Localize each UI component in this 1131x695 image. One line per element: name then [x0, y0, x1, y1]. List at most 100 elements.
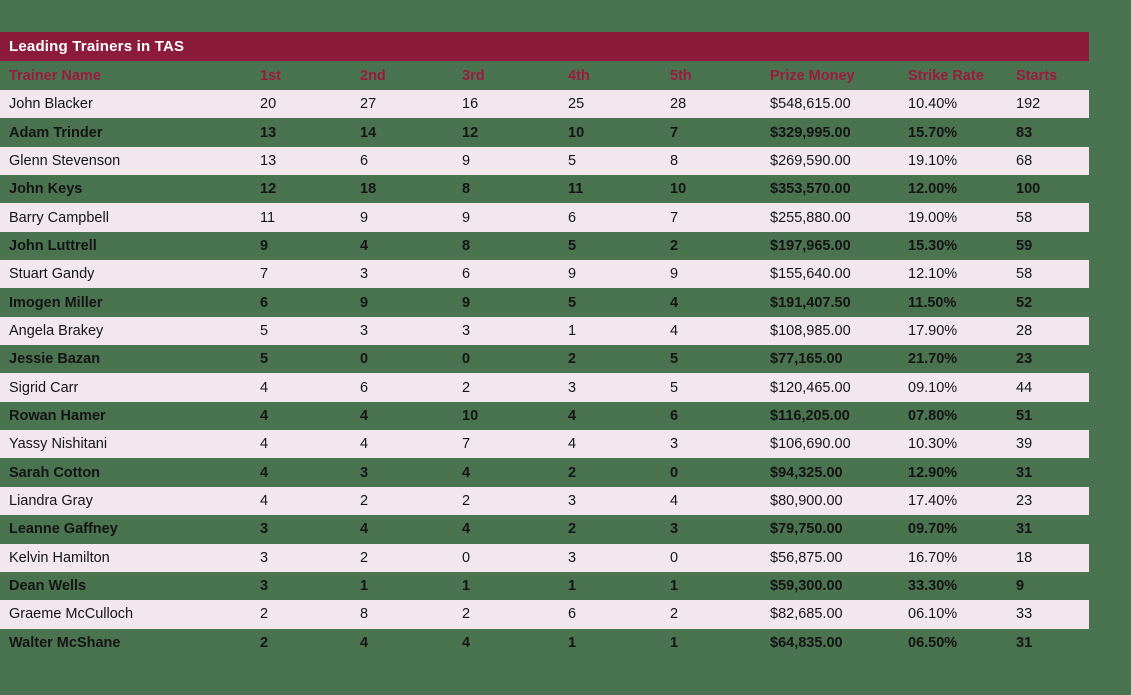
- strike-rate-cell: 17.90%: [908, 316, 1016, 346]
- trainer-name-cell: Imogen Miller: [9, 294, 103, 311]
- cell-1st: 3: [260, 543, 360, 572]
- cell-4th: 4: [568, 430, 670, 459]
- cell-5th: 4: [670, 294, 679, 311]
- cell-2nd: 3: [360, 316, 462, 346]
- prize-money-cell: $269,590.00: [770, 146, 908, 176]
- cell-1st: 13: [260, 146, 360, 176]
- column-header-strike-rate: Strike Rate: [908, 67, 984, 84]
- trainer-name-cell: Angela Brakey: [0, 316, 260, 346]
- trainer-name-cell: Sigrid Carr: [0, 373, 260, 402]
- cell-5th: 5: [670, 351, 679, 368]
- cell-3rd: 9: [462, 146, 568, 176]
- strike-rate-cell: 19.10%: [908, 146, 1016, 176]
- column-header-1st: 1st: [260, 67, 281, 84]
- prize-money-cell: $255,880.00: [770, 203, 908, 232]
- cell-5th: 10: [670, 181, 687, 198]
- cell-1st: 3: [260, 578, 269, 595]
- cell-2nd: 4: [360, 521, 369, 538]
- column-header-trainer-name: Trainer Name: [9, 67, 101, 84]
- cell-4th: 5: [568, 146, 670, 176]
- prize-money-cell: $155,640.00: [770, 260, 908, 289]
- cell-5th: 7: [670, 203, 770, 232]
- cell-3rd: 2: [462, 373, 568, 402]
- prize-money-cell: $120,465.00: [770, 373, 908, 402]
- cell-1st: 4: [260, 486, 360, 516]
- trainers-table: Trainer Name 1st 2nd 3rd 4th 5th Prize M…: [0, 61, 1089, 657]
- table-row: Imogen Miller 6 9 9 5 4 $191,407.50 11.50% 52: [0, 288, 1089, 316]
- title-bar: Leading Trainers in TAS: [0, 32, 1089, 61]
- cell-4th: 2: [568, 351, 577, 368]
- trainer-name-cell: Graeme McCulloch: [0, 600, 260, 629]
- table-row: John Keys 12 18 8 11 10 $353,570.00 12.00% 100: [0, 175, 1089, 203]
- table-row: Sigrid Carr 4 6 2 3 5 $120,465.00 09.10% 44: [0, 373, 1089, 402]
- starts-cell: 100: [1016, 181, 1041, 198]
- starts-cell: 31: [1016, 464, 1033, 481]
- cell-2nd: 4: [360, 237, 369, 254]
- cell-1st: 6: [260, 294, 269, 311]
- trainer-name-cell: Yassy Nishitani: [0, 430, 260, 459]
- cell-2nd: 8: [360, 600, 462, 629]
- table-row: Dean Wells 3 1 1 1 1 $59,300.00 33.30% 9: [0, 572, 1089, 600]
- prize-money-cell: $353,570.00: [770, 181, 851, 198]
- cell-5th: 8: [670, 146, 770, 176]
- trainer-name-cell: Leanne Gaffney: [9, 521, 118, 538]
- cell-5th: 3: [670, 430, 770, 459]
- cell-1st: 2: [260, 600, 360, 629]
- prize-money-cell: $106,690.00: [770, 430, 908, 459]
- cell-3rd: 7: [462, 430, 568, 459]
- cell-3rd: 12: [462, 124, 479, 141]
- cell-3rd: 4: [462, 464, 471, 481]
- cell-2nd: 4: [360, 430, 462, 459]
- cell-2nd: 4: [360, 634, 369, 651]
- trainer-name-cell: John Keys: [9, 181, 83, 198]
- prize-money-cell: $108,985.00: [770, 316, 908, 346]
- cell-3rd: 4: [462, 634, 471, 651]
- cell-2nd: 3: [360, 464, 369, 481]
- prize-money-cell: $56,875.00: [770, 543, 908, 572]
- trainer-name-cell: Dean Wells: [9, 578, 87, 595]
- starts-cell: 59: [1016, 237, 1033, 254]
- table-row: Barry Campbell 11 9 9 6 7 $255,880.00 19.00% 58: [0, 203, 1089, 232]
- cell-1st: 12: [260, 181, 277, 198]
- strike-rate-cell: 06.10%: [908, 600, 1016, 629]
- cell-3rd: 2: [462, 486, 568, 516]
- table-row: Rowan Hamer 4 4 10 4 6 $116,205.00 07.80% 51: [0, 402, 1089, 430]
- cell-4th: 5: [568, 294, 577, 311]
- table-row: Sarah Cotton 4 3 4 2 0 $94,325.00 12.90% 31: [0, 458, 1089, 486]
- table-row: Graeme McCulloch 2 8 2 6 2 $82,685.00 06.10% 33: [0, 600, 1089, 629]
- table-row: Adam Trinder 13 14 12 10 7 $329,995.00 15.70% 83: [0, 118, 1089, 146]
- strike-rate-cell: 09.70%: [908, 521, 958, 538]
- cell-5th: 3: [670, 521, 679, 538]
- starts-cell: 33: [1016, 600, 1089, 629]
- table-row: Walter McShane 2 4 4 1 1 $64,835.00 06.50% 31: [0, 629, 1089, 657]
- cell-2nd: 1: [360, 578, 369, 595]
- prize-money-cell: $191,407.50: [770, 294, 851, 311]
- strike-rate-cell: 15.30%: [908, 237, 958, 254]
- starts-cell: 23: [1016, 351, 1033, 368]
- starts-cell: 39: [1016, 430, 1089, 459]
- cell-3rd: 1: [462, 578, 471, 595]
- cell-4th: 3: [568, 373, 670, 402]
- cell-1st: 4: [260, 430, 360, 459]
- table-row: Yassy Nishitani 4 4 7 4 3 $106,690.00 10.30% 39: [0, 430, 1089, 459]
- trainer-name-cell: Barry Campbell: [0, 203, 260, 232]
- cell-3rd: 9: [462, 294, 471, 311]
- cell-5th: 2: [670, 237, 679, 254]
- cell-1st: 13: [260, 124, 277, 141]
- prize-money-cell: $116,205.00: [770, 407, 850, 424]
- cell-1st: 4: [260, 407, 269, 424]
- column-header-5th: 5th: [670, 67, 692, 84]
- trainer-name-cell: Kelvin Hamilton: [0, 543, 260, 572]
- starts-cell: 18: [1016, 543, 1089, 572]
- cell-4th: 2: [568, 464, 577, 481]
- cell-4th: 6: [568, 203, 670, 232]
- prize-money-cell: $548,615.00: [770, 90, 908, 119]
- cell-3rd: 8: [462, 181, 471, 198]
- strike-rate-cell: 06.50%: [908, 634, 958, 651]
- cell-5th: 1: [670, 634, 679, 651]
- cell-4th: 4: [568, 407, 577, 424]
- cell-5th: 28: [670, 90, 770, 119]
- starts-cell: 9: [1016, 578, 1025, 595]
- cell-2nd: 3: [360, 260, 462, 289]
